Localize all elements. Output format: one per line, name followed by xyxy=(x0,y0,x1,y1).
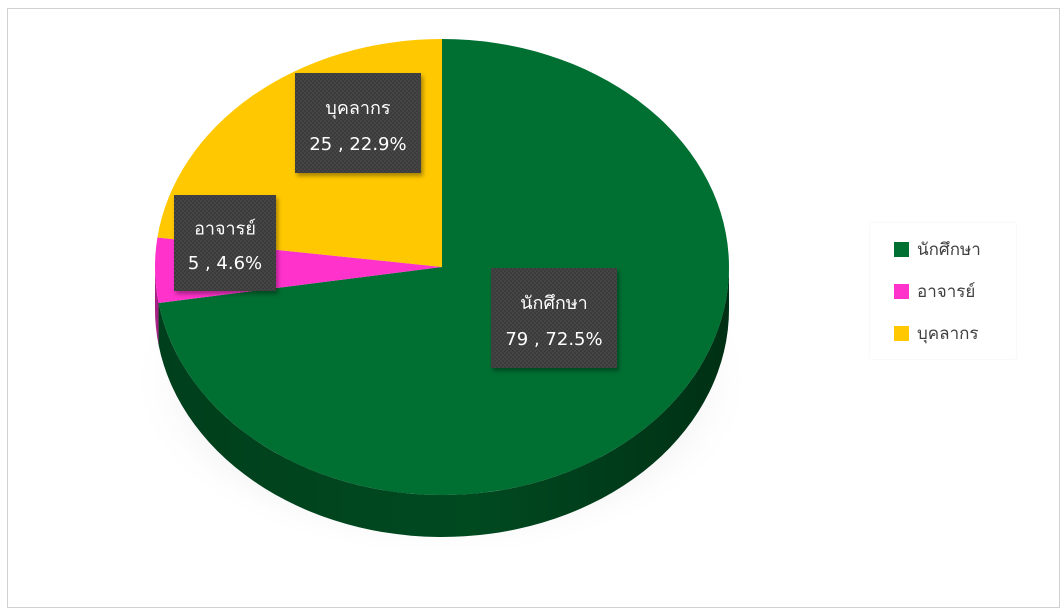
data-label-name-staff: บุคลากร xyxy=(325,98,391,119)
data-label-name-teachers: อาจารย์ xyxy=(194,219,256,240)
legend-label-staff: บุคลากร xyxy=(917,323,979,344)
pie-chart: นักศึกษา 79 , 72.5% อาจารย์ 5 , 4.6% บุคลากร… xyxy=(130,38,754,558)
pie-data-labels: นักศึกษา 79 , 72.5% อาจารย์ 5 , 4.6% บุคลากร… xyxy=(174,73,617,368)
data-label-box-students xyxy=(491,268,617,368)
legend-item-students: นักศึกษา xyxy=(894,237,981,261)
legend-swatch-teachers xyxy=(894,283,909,299)
legend-item-staff: บุคลากร xyxy=(894,321,979,345)
legend-item-teachers: อาจารย์ xyxy=(894,279,975,303)
data-label-staff: บุคลากร 25 , 22.9% xyxy=(295,73,421,173)
pie-side-shade-teachers xyxy=(155,267,159,345)
data-label-box-teachers xyxy=(174,195,276,291)
pie-side-shade-students xyxy=(158,267,729,538)
legend-swatch-students xyxy=(894,241,909,257)
pie-slice-students xyxy=(158,39,729,495)
data-label-name-students: นักศึกษา xyxy=(520,293,588,314)
legend-label-students: นักศึกษา xyxy=(917,239,981,260)
data-label-value-staff: 25 , 22.9% xyxy=(309,134,406,155)
data-label-students: นักศึกษา 79 , 72.5% xyxy=(491,268,617,368)
pie-side xyxy=(155,267,729,538)
data-label-value-students: 79 , 72.5% xyxy=(505,329,602,350)
data-label-box-staff xyxy=(295,73,421,173)
data-label-teachers: อาจารย์ 5 , 4.6% xyxy=(174,195,276,291)
data-label-value-teachers: 5 , 4.6% xyxy=(188,253,262,274)
legend-label-teachers: อาจารย์ xyxy=(917,281,976,302)
legend-swatch-staff xyxy=(894,325,909,341)
legend: นักศึกษา อาจารย์ บุคลากร xyxy=(870,223,1016,359)
